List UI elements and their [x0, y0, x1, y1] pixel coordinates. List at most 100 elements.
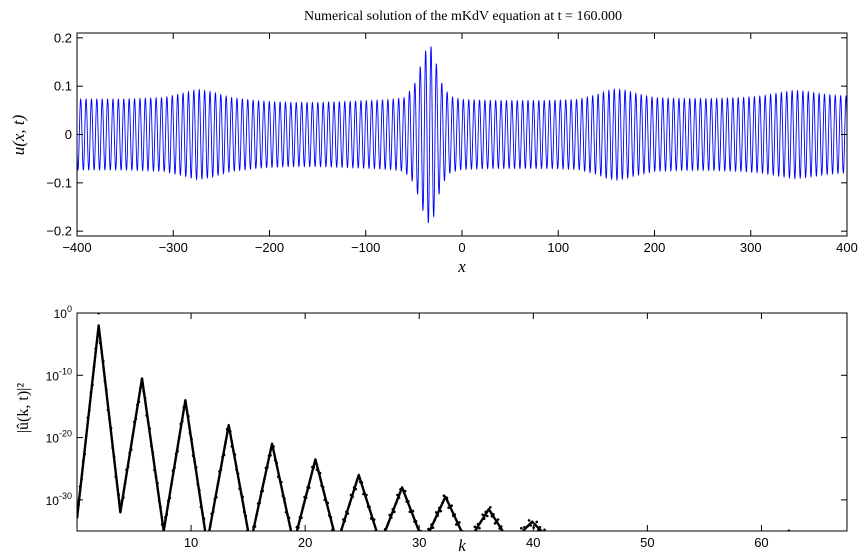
x-tick-label: 30: [412, 535, 426, 550]
spectrum-point: [485, 514, 489, 518]
spectrum-point: [585, 542, 588, 545]
spectrum-point: [566, 538, 569, 541]
x-tick-label: 60: [754, 535, 768, 550]
spectrum-point: [381, 534, 384, 537]
spectrum-point: [433, 518, 436, 522]
spectrum-point: [496, 518, 500, 521]
spectrum-point: [545, 537, 548, 540]
spectrum-point: [492, 513, 495, 516]
top-y-axis-label: u(x, t): [9, 114, 28, 155]
spectrum-point: [218, 470, 221, 473]
spectrum-point: [579, 539, 582, 542]
x-tick-label: 100: [547, 240, 569, 255]
spectrum-point: [501, 534, 504, 537]
spectrum-point: [307, 486, 311, 490]
spectrum-point: [171, 469, 175, 472]
spectrum-point: [568, 539, 571, 542]
spectrum-point: [584, 535, 587, 538]
spectrum-series: [77, 313, 791, 548]
spectrum-point: [273, 458, 277, 462]
spectrum-point: [125, 468, 128, 471]
spectrum-point: [341, 518, 345, 521]
spectrum-point: [372, 518, 376, 521]
spectrum-point: [346, 512, 350, 515]
spectrum-point: [215, 495, 218, 499]
spectrum-point: [219, 468, 223, 471]
top-chart-title: Numerical solution of the mKdV equation …: [304, 9, 622, 24]
spectrum-point: [580, 535, 583, 538]
bottom-plot-area: [77, 313, 791, 548]
spectrum-point: [137, 400, 141, 404]
spectrum-point: [396, 493, 399, 497]
spectrum-point: [117, 493, 121, 496]
spectrum-point: [275, 461, 279, 465]
spectrum-point: [360, 481, 364, 484]
spectrum-point: [529, 524, 532, 527]
spectrum-point: [470, 539, 473, 542]
spectrum-point: [479, 520, 483, 523]
spectrum-point: [300, 516, 303, 520]
spectrum-point: [498, 527, 501, 530]
spectrum-point: [562, 542, 565, 545]
spectrum-point: [78, 485, 82, 488]
spectrum-point: [123, 482, 127, 485]
spectrum-point: [204, 534, 207, 537]
spectrum-point: [287, 516, 291, 520]
spectrum-point: [294, 536, 297, 539]
spectrum-point: [522, 532, 525, 535]
spectrum-point: [554, 539, 557, 542]
spectrum-point: [128, 451, 131, 455]
spectrum-point: [318, 471, 322, 475]
spectrum-point: [442, 494, 446, 498]
spectrum-point: [511, 541, 514, 544]
spectrum-point: [503, 532, 506, 535]
spectrum-point: [251, 537, 254, 540]
spectrum-point: [473, 525, 477, 529]
spectrum-point: [95, 340, 99, 343]
spectrum-point: [98, 341, 102, 345]
spectrum-point: [535, 520, 539, 524]
spectrum-point: [145, 414, 148, 417]
spectrum-point: [176, 449, 179, 453]
spectrum-point: [388, 513, 392, 517]
spectrum-point: [213, 497, 217, 501]
x-tick-label: 0: [458, 240, 465, 255]
spectrum-point: [196, 482, 200, 486]
spectrum-point: [586, 539, 589, 542]
spectrum-point: [481, 513, 484, 516]
spectrum-point: [575, 539, 578, 542]
spectrum-point: [207, 538, 210, 541]
spectrum-point: [281, 494, 285, 498]
spectrum-point: [489, 505, 492, 509]
spectrum-point: [244, 514, 248, 518]
spectrum-point: [484, 510, 488, 514]
spectrum-point: [173, 466, 176, 470]
spectrum-point: [329, 515, 333, 519]
spectrum-point: [445, 496, 449, 500]
spectrum-point: [193, 460, 196, 463]
x-tick-label: 400: [836, 240, 858, 255]
spectrum-point: [493, 522, 497, 525]
spectrum-point: [526, 525, 529, 528]
spectrum-point: [108, 417, 111, 421]
spectrum-point: [255, 513, 258, 517]
spectrum-point: [431, 526, 435, 530]
spectrum-point: [320, 484, 323, 487]
spectrum-point: [301, 506, 305, 509]
spectrum-point: [469, 535, 472, 538]
spectrum-point: [233, 453, 237, 456]
spectrum-point: [383, 527, 387, 531]
spectrum-point: [543, 528, 546, 531]
spectrum-point: [150, 444, 153, 448]
spectrum-point: [559, 541, 562, 544]
spectrum-point: [343, 519, 347, 523]
spectrum-point: [235, 468, 238, 471]
spectrum-point: [555, 545, 558, 548]
spectrum-point: [340, 527, 344, 531]
spectrum-point: [139, 386, 142, 390]
spectrum-point: [394, 502, 398, 505]
bottom-y-axis-label: |û(k, t)|²: [15, 383, 32, 434]
spectrum-point: [86, 416, 90, 419]
spectrum-point: [198, 488, 201, 492]
y-tick-label: −0.2: [46, 224, 72, 239]
